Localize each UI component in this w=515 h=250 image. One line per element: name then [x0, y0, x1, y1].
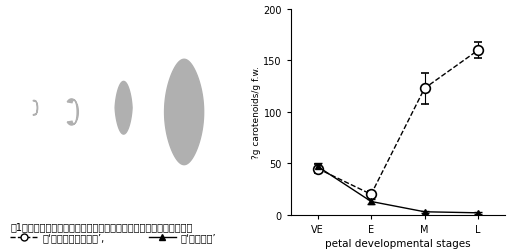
Text: 1cm: 1cm [12, 11, 35, 21]
Text: ・‘パラゴン’: ・‘パラゴン’ [181, 232, 216, 242]
Polygon shape [165, 60, 203, 165]
Text: M: M [119, 181, 128, 191]
X-axis label: petal developmental stages: petal developmental stages [325, 238, 471, 248]
Text: 図1　調査を行った花弁の発達段階およびカロテノイド蓄積量の推移: 図1 調査を行った花弁の発達段階およびカロテノイド蓄積量の推移 [10, 221, 193, 231]
Text: L: L [181, 181, 187, 191]
Y-axis label: ?g carotenoids/g f.w.: ?g carotenoids/g f.w. [252, 66, 261, 159]
Polygon shape [67, 100, 78, 126]
Text: VE: VE [27, 181, 41, 191]
Text: E: E [68, 181, 75, 191]
Polygon shape [33, 101, 38, 116]
Text: ・‘イエローパラゴン’,: ・‘イエローパラゴン’, [42, 232, 105, 242]
Polygon shape [115, 82, 132, 134]
